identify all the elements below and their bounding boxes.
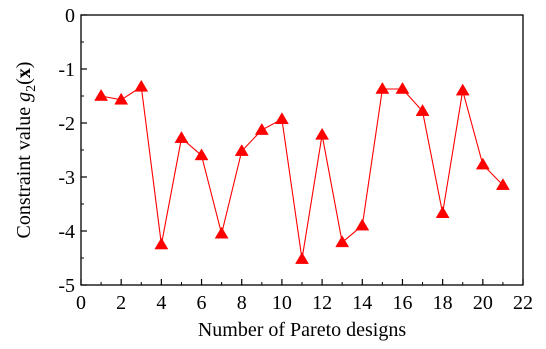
y-tick-label-3: -3: [58, 167, 75, 189]
data-point-21: [495, 178, 510, 190]
x-tick-label-2: 4: [156, 292, 166, 314]
data-point-2: [114, 92, 129, 105]
data-point-12: [315, 127, 330, 140]
x-axis-label: Number of Pareto designs: [198, 319, 407, 341]
y-axis-label-bold: x: [13, 68, 35, 78]
x-tick-label-8: 16: [392, 292, 412, 314]
x-tick-label-6: 12: [312, 292, 332, 314]
data-point-8: [234, 144, 249, 156]
y-axis-label-open: (: [13, 78, 35, 85]
x-tick-label-11: 22: [513, 292, 533, 314]
y-axis-label-close: ): [13, 62, 35, 69]
x-tick-label-9: 18: [433, 292, 453, 314]
data-point-6: [194, 148, 209, 161]
y-tick-label-2: -2: [58, 113, 75, 135]
y-tick-label-4: -4: [58, 221, 75, 243]
y-axis-label-prefix: Constraint value: [13, 102, 35, 239]
data-point-18: [435, 206, 450, 218]
series-layer: [94, 79, 510, 264]
data-point-4: [154, 237, 169, 250]
data-point-19: [455, 83, 470, 96]
data-point-13: [335, 235, 350, 248]
data-point-11: [295, 252, 309, 264]
data-point-3: [134, 79, 149, 92]
data-point-15: [375, 81, 390, 94]
data-point-1: [94, 89, 109, 101]
x-tick-label-4: 8: [237, 292, 247, 314]
data-point-14: [355, 218, 370, 231]
x-tick-label-7: 14: [352, 292, 372, 314]
x-tick-label-0: 0: [76, 292, 86, 314]
data-point-20: [475, 157, 490, 170]
y-axis-label-subscript: 2: [24, 85, 39, 92]
y-tick-label-1: -1: [58, 59, 75, 81]
x-axis-ticks: 0 2 4 6 8 10 12 14 16 18 20 22: [76, 279, 533, 314]
x-tick-label-1: 2: [116, 292, 126, 314]
data-point-10: [274, 112, 289, 125]
data-point-7: [214, 226, 229, 239]
plot-frame: [80, 14, 524, 286]
y-tick-label-0: 0: [65, 5, 75, 27]
data-point-9: [254, 123, 269, 135]
y-axis-label: Constraint value g2(x): [13, 62, 39, 239]
y-axis-label-var: g: [13, 92, 35, 102]
data-point-17: [415, 104, 430, 116]
data-point-5: [174, 131, 189, 143]
x-tick-label-3: 6: [197, 292, 207, 314]
data-point-16: [395, 81, 410, 94]
y-tick-label-5: -5: [58, 275, 75, 297]
x-tick-label-10: 20: [473, 292, 493, 314]
y-axis-ticks: 0 -1 -2 -3 -4 -5: [58, 5, 87, 297]
series-line-0: [100, 85, 504, 260]
x-tick-label-5: 10: [272, 292, 292, 314]
